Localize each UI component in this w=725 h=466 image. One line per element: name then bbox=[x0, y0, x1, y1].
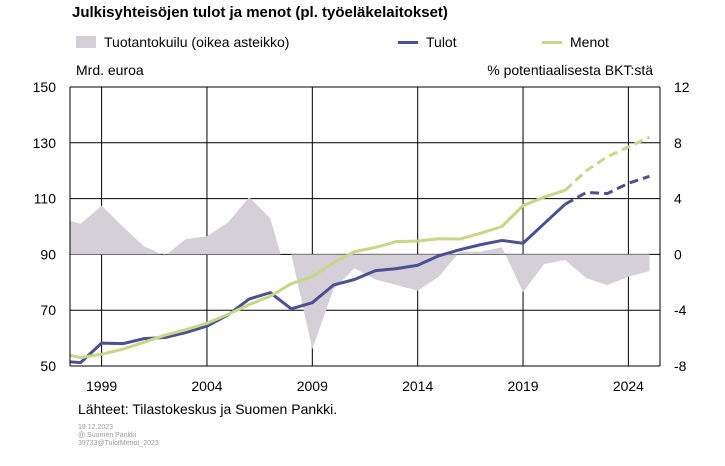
series-forecast-line-expenditure bbox=[564, 135, 651, 192]
legend-swatch-revenue bbox=[398, 40, 418, 44]
y-tick-label-right: 0 bbox=[674, 246, 682, 262]
y-tick-label-left: 130 bbox=[33, 135, 57, 151]
plot-frame bbox=[69, 87, 661, 367]
y-tick-label-left: 90 bbox=[40, 246, 56, 262]
line-layer bbox=[69, 135, 651, 365]
x-tick-label: 2014 bbox=[402, 378, 433, 394]
output-gap-area-layer bbox=[70, 197, 650, 350]
source-note: Lähteet: Tilastokeskus ja Suomen Pankki. bbox=[78, 401, 338, 417]
y-tick-label-right: -8 bbox=[674, 358, 687, 374]
y-tick-label-left: 50 bbox=[40, 358, 56, 374]
meta-id: 39733@TulotMenot_2023 bbox=[78, 440, 159, 447]
x-tick-label: 1999 bbox=[86, 378, 117, 394]
meta-info: 19.12.2023 @ Suomen Pankki 39733@TulotMe… bbox=[78, 424, 159, 448]
x-tick-label: 2004 bbox=[191, 378, 222, 394]
series-line-revenue bbox=[69, 203, 567, 365]
meta-copyright: @ Suomen Pankki bbox=[78, 432, 137, 439]
legend-item-output-gap: Tuotantokuilu (oikea asteikko) bbox=[76, 34, 289, 50]
tick-labels: 50 70 90 110 130 150 -8 -4 0 4 8 12 1999 2004 2009 2014… bbox=[33, 79, 690, 394]
y-tick-label-left: 150 bbox=[33, 79, 57, 95]
x-tick-label: 2009 bbox=[297, 378, 328, 394]
chart-title: Julkisyhteisöjen tulot ja menot (pl. työ… bbox=[72, 4, 448, 21]
y-tick-label-right: 12 bbox=[674, 79, 690, 95]
legend-swatch-expenditure bbox=[542, 40, 562, 44]
legend: Tuotantokuilu (oikea asteikko) Tulot Men… bbox=[0, 34, 725, 54]
output-gap-area bbox=[70, 197, 650, 350]
x-tick-label: 2019 bbox=[507, 378, 538, 394]
chart-svg: 50 70 90 110 130 150 -8 -4 0 4 8 12 1999 2004 2009 2014… bbox=[33, 79, 690, 394]
legend-label-expenditure: Menot bbox=[570, 34, 609, 50]
legend-label-revenue: Tulot bbox=[426, 34, 457, 50]
y-tick-label-left: 110 bbox=[34, 191, 57, 207]
y-tick-label-right: -4 bbox=[674, 302, 687, 318]
left-axis-unit: Mrd. euroa bbox=[76, 62, 144, 78]
x-tick-label: 2024 bbox=[613, 378, 644, 394]
y-tick-label-left: 70 bbox=[40, 302, 56, 318]
series-forecast-line-revenue bbox=[564, 174, 650, 206]
legend-label-output-gap: Tuotantokuilu (oikea asteikko) bbox=[104, 34, 290, 50]
meta-date: 19.12.2023 bbox=[78, 424, 114, 431]
right-axis-unit: % potentiaalisesta BKT:stä bbox=[487, 62, 653, 78]
y-tick-label-right: 4 bbox=[674, 191, 682, 207]
legend-item-revenue: Tulot bbox=[398, 34, 457, 50]
series-line-expenditure bbox=[69, 188, 566, 360]
legend-swatch-output-gap bbox=[76, 36, 96, 48]
grid bbox=[70, 86, 660, 367]
legend-item-expenditure: Menot bbox=[542, 34, 609, 50]
y-tick-label-right: 8 bbox=[674, 135, 682, 151]
